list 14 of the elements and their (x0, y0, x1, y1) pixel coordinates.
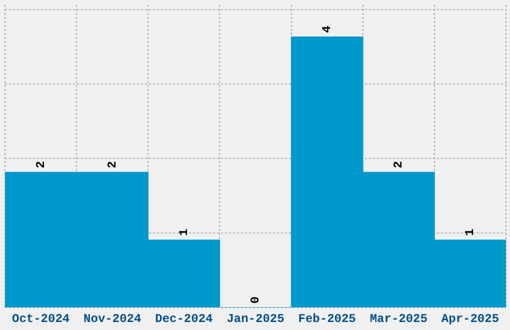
x-tick-label: Nov-2024 (84, 312, 142, 326)
data-label: 4 (320, 26, 334, 33)
data-label: 2 (392, 161, 406, 168)
data-label: 1 (176, 228, 191, 236)
data-label: 0 (248, 296, 263, 304)
data-label: 1 (463, 228, 478, 236)
x-tick-label: Dec-2024 (155, 312, 213, 326)
x-tick-label: Feb-2025 (298, 312, 356, 326)
x-tick-label: Apr-2025 (441, 312, 500, 326)
data-label: 2 (105, 161, 120, 168)
x-tick-label: Jan-2025 (226, 312, 284, 326)
x-tick-label: Mar-2025 (370, 312, 428, 326)
data-label: 2 (34, 161, 48, 168)
x-tick-label: Oct-2024 (12, 312, 70, 326)
